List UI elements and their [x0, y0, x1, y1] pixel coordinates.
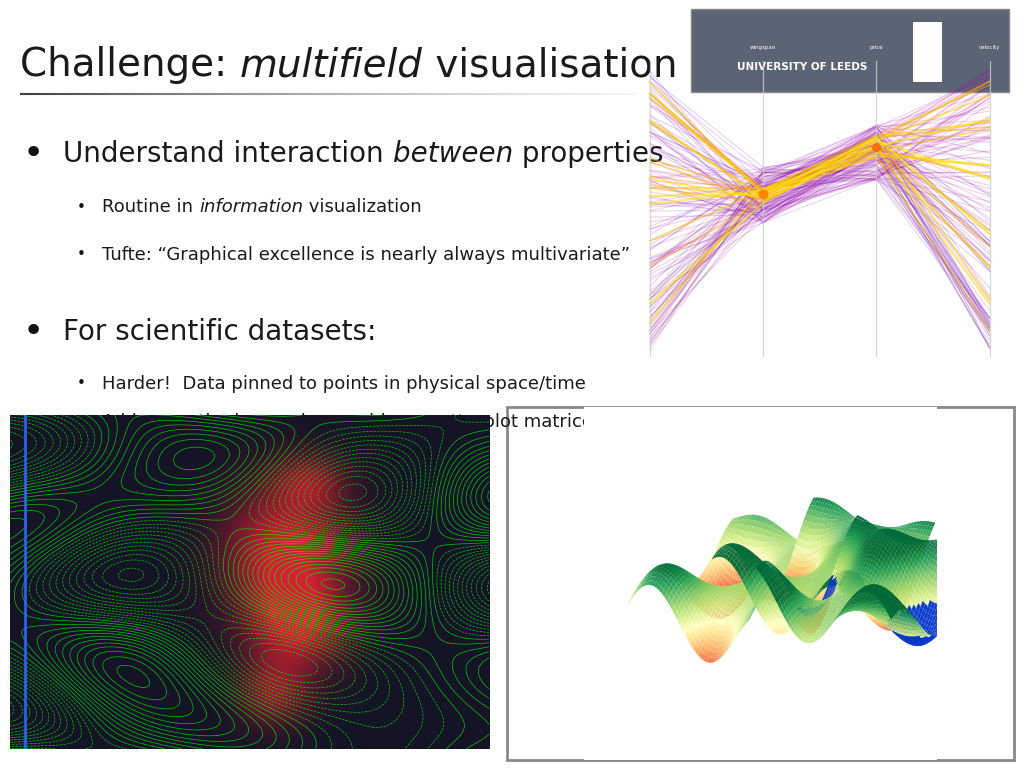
Text: Understand interaction: Understand interaction: [63, 140, 393, 167]
Point: [868, 141, 885, 153]
Text: height: height: [641, 45, 658, 50]
Text: UNIVERSITY OF LEEDS: UNIVERSITY OF LEEDS: [737, 62, 867, 72]
Text: wingspan: wingspan: [750, 45, 776, 50]
Text: Harder!  Data pinned to points in physical space/time: Harder! Data pinned to points in physica…: [102, 375, 587, 393]
Text: For scientific datasets:: For scientific datasets:: [63, 318, 377, 346]
Text: visualisation: visualisation: [423, 46, 677, 84]
Text: price: price: [869, 45, 883, 50]
Text: •: •: [77, 200, 86, 215]
Text: -78.25: -78.25: [755, 369, 772, 373]
Text: velocity: velocity: [979, 45, 1000, 50]
Text: 850.00: 850.00: [640, 369, 659, 373]
Text: between: between: [393, 140, 513, 167]
Text: Ad-hoc methods: overlay; probing; scatterplot matrices: Ad-hoc methods: overlay; probing; scatte…: [102, 413, 603, 432]
Text: -2785.50: -2785.50: [864, 369, 889, 373]
Text: Challenge:: Challenge:: [20, 46, 240, 84]
Text: Tufte: “Graphical excellence is nearly always multivariate”: Tufte: “Graphical excellence is nearly a…: [102, 246, 631, 264]
Text: Routine in: Routine in: [102, 198, 199, 217]
Text: visualization: visualization: [303, 198, 422, 217]
FancyBboxPatch shape: [691, 9, 1009, 92]
Text: multifield: multifield: [240, 46, 423, 84]
Point: [755, 187, 771, 200]
Text: properties: properties: [513, 140, 664, 167]
Text: •: •: [77, 376, 86, 392]
FancyBboxPatch shape: [913, 22, 942, 82]
Text: information: information: [199, 198, 303, 217]
Text: •: •: [77, 247, 86, 263]
Text: •: •: [77, 415, 86, 430]
Text: 3.21: 3.21: [983, 369, 995, 373]
Text: •: •: [23, 315, 44, 349]
Text: •: •: [23, 137, 44, 170]
